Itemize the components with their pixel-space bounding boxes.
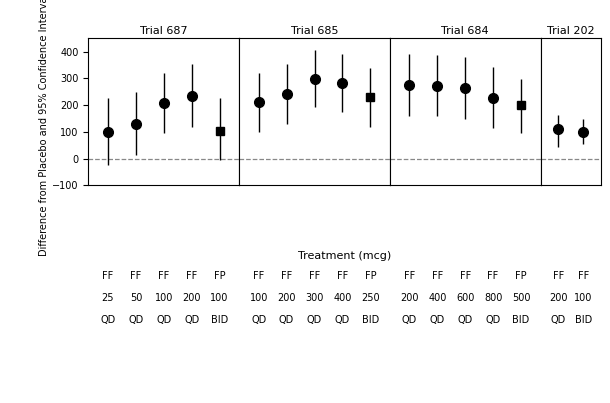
Text: QD: QD <box>335 316 350 325</box>
Text: QD: QD <box>156 316 171 325</box>
Text: FF: FF <box>309 271 320 281</box>
Text: FF: FF <box>158 271 170 281</box>
Text: FF: FF <box>432 271 443 281</box>
Text: QD: QD <box>402 316 417 325</box>
Text: QD: QD <box>184 316 199 325</box>
Text: BID: BID <box>575 316 592 325</box>
Text: FF: FF <box>404 271 415 281</box>
Text: 200: 200 <box>278 293 296 303</box>
Text: QD: QD <box>128 316 143 325</box>
Text: 250: 250 <box>361 293 379 303</box>
Title: Trial 687: Trial 687 <box>140 26 188 36</box>
Text: FP: FP <box>214 271 226 281</box>
Text: 200: 200 <box>182 293 201 303</box>
Text: QD: QD <box>251 316 267 325</box>
Text: 200: 200 <box>400 293 418 303</box>
Text: QD: QD <box>550 316 566 325</box>
Text: FF: FF <box>487 271 499 281</box>
Text: QD: QD <box>458 316 473 325</box>
Text: FF: FF <box>337 271 348 281</box>
Text: QD: QD <box>307 316 322 325</box>
Text: 25: 25 <box>102 293 114 303</box>
Text: QD: QD <box>486 316 501 325</box>
Text: FF: FF <box>253 271 264 281</box>
Text: 500: 500 <box>512 293 530 303</box>
Text: FP: FP <box>365 271 376 281</box>
Text: QD: QD <box>101 316 116 325</box>
Text: BID: BID <box>512 316 529 325</box>
Text: BID: BID <box>211 316 228 325</box>
Text: FP: FP <box>515 271 527 281</box>
Text: FF: FF <box>131 271 142 281</box>
Text: 800: 800 <box>484 293 502 303</box>
Title: Trial 685: Trial 685 <box>291 26 339 36</box>
Text: 400: 400 <box>333 293 351 303</box>
Title: Trial 684: Trial 684 <box>442 26 489 36</box>
Text: 600: 600 <box>456 293 475 303</box>
Text: 100: 100 <box>154 293 173 303</box>
Text: 100: 100 <box>249 293 268 303</box>
Text: FF: FF <box>102 271 113 281</box>
Text: 100: 100 <box>210 293 229 303</box>
Text: FF: FF <box>578 271 589 281</box>
Text: FF: FF <box>459 271 471 281</box>
Text: FF: FF <box>281 271 292 281</box>
Text: QD: QD <box>279 316 294 325</box>
Text: FF: FF <box>186 271 198 281</box>
Text: 100: 100 <box>574 293 592 303</box>
Text: QD: QD <box>429 316 445 325</box>
Text: 300: 300 <box>306 293 324 303</box>
Y-axis label: Difference from Placebo and 95% Confidence Interval (mL): Difference from Placebo and 95% Confiden… <box>38 0 48 256</box>
Text: 50: 50 <box>130 293 142 303</box>
Text: 400: 400 <box>428 293 447 303</box>
Text: 200: 200 <box>549 293 567 303</box>
Text: Treatment (mcg): Treatment (mcg) <box>298 251 391 261</box>
Text: FF: FF <box>553 271 564 281</box>
Title: Trial 202: Trial 202 <box>547 26 595 36</box>
Text: BID: BID <box>362 316 379 325</box>
